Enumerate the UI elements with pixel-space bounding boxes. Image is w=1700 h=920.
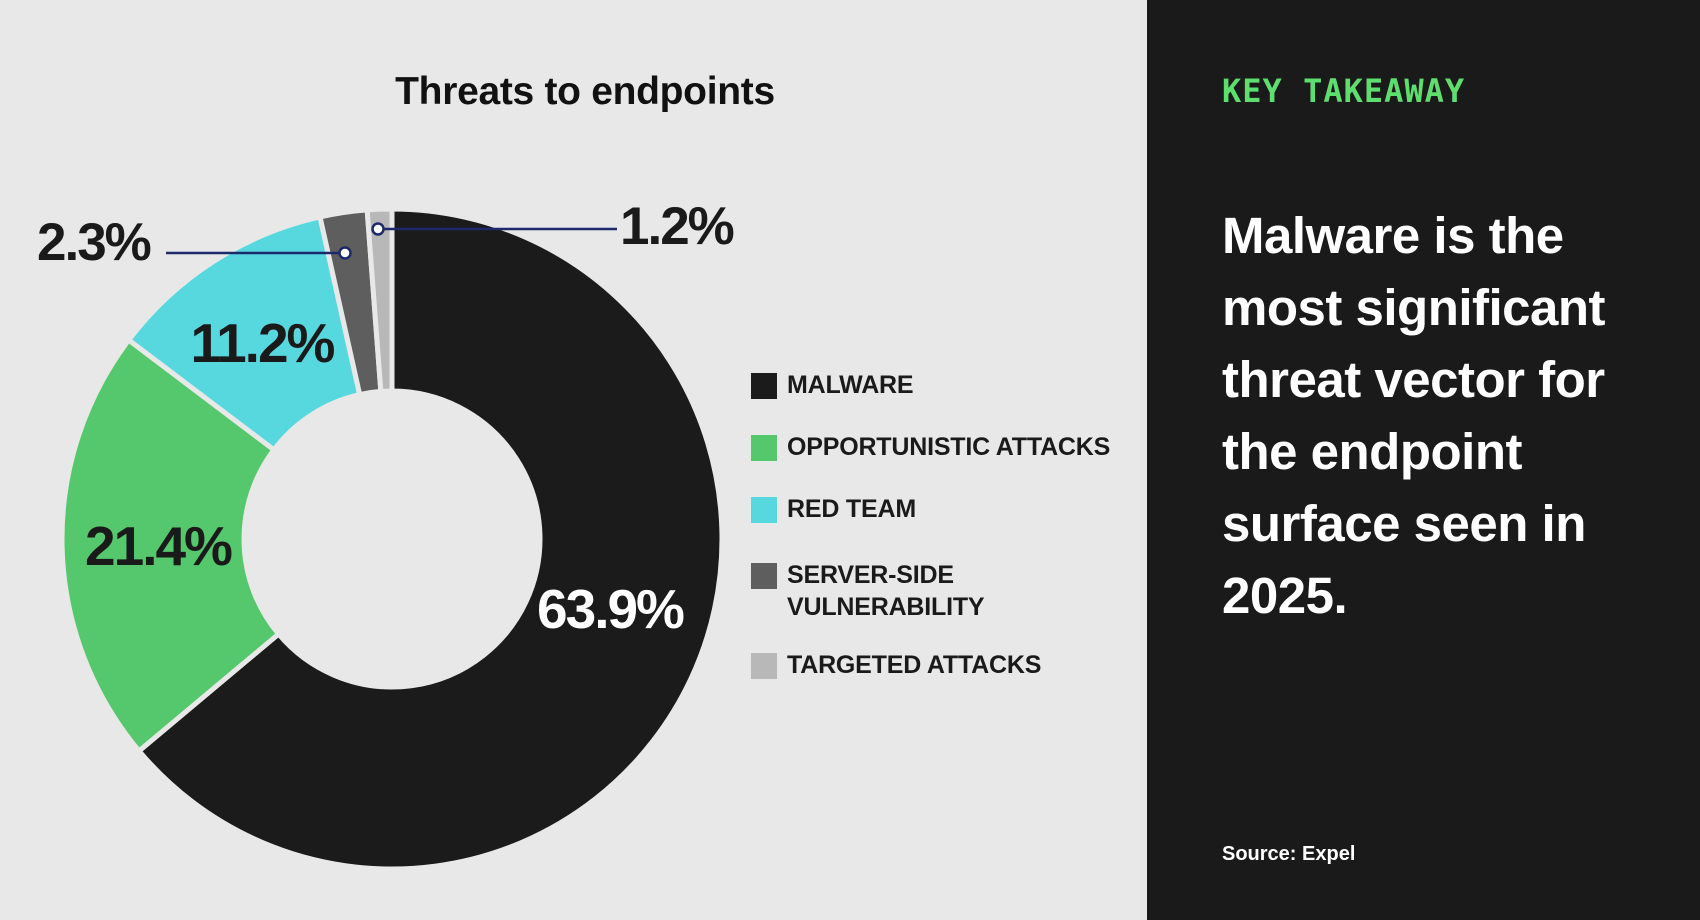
slice-red-team bbox=[125, 213, 363, 454]
legend-item-red-team: RED TEAM bbox=[751, 495, 1151, 525]
legend-label: RED TEAM bbox=[787, 495, 916, 523]
callout-dot-targeted-attacks bbox=[371, 222, 385, 236]
takeaway-panel: KEY TAKEAWAY Malware is the most signifi… bbox=[1147, 0, 1700, 920]
callout-dot-server-side-vulnerability bbox=[338, 246, 352, 260]
legend-label: MALWARE bbox=[787, 371, 914, 399]
legend-swatch bbox=[751, 373, 777, 399]
legend-swatch bbox=[751, 563, 777, 589]
legend-item-server-side-vulnerability: SERVER-SIDE VULNERABILITY bbox=[751, 561, 1151, 623]
legend-item-malware: MALWARE bbox=[751, 371, 1151, 401]
legend-label: TARGETED ATTACKS bbox=[787, 651, 1042, 679]
data-label-server-side-vulnerability: 2.3% bbox=[37, 213, 151, 272]
data-label-red-team: 11.2% bbox=[191, 312, 335, 374]
legend-label: OPPORTUNISTIC ATTACKS bbox=[787, 433, 1111, 461]
takeaway-text: Malware is the most significant threat v… bbox=[1222, 207, 1606, 624]
slice-targeted-attacks bbox=[364, 206, 395, 395]
legend-swatch bbox=[751, 653, 777, 679]
chart-title: Threats to endpoints bbox=[395, 70, 775, 113]
legend-item-opportunistic-attacks: OPPORTUNISTIC ATTACKS bbox=[751, 433, 1151, 463]
chart-panel: Threats to endpoints 63.9% 21.4% 11.2% 2.3%… bbox=[37, 70, 1111, 872]
legend-swatch bbox=[751, 435, 777, 461]
takeaway-kicker: KEY TAKEAWAY bbox=[1222, 72, 1466, 110]
slice-opportunistic-attacks bbox=[59, 336, 283, 755]
data-label-malware: 63.9% bbox=[537, 578, 684, 640]
data-label-opportunistic-attacks: 21.4% bbox=[85, 515, 232, 577]
legend-label: SERVER-SIDE VULNERABILITY bbox=[787, 561, 985, 621]
source-text: Source: Expel bbox=[1222, 843, 1356, 865]
legend-item-targeted-attacks: TARGETED ATTACKS bbox=[751, 651, 1151, 681]
data-label-targeted-attacks: 1.2% bbox=[620, 197, 734, 256]
donut-chart: 63.9% 21.4% 11.2% 2.3% 1.2% bbox=[37, 197, 736, 872]
slice-malware bbox=[135, 206, 725, 872]
legend-swatch bbox=[751, 497, 777, 523]
